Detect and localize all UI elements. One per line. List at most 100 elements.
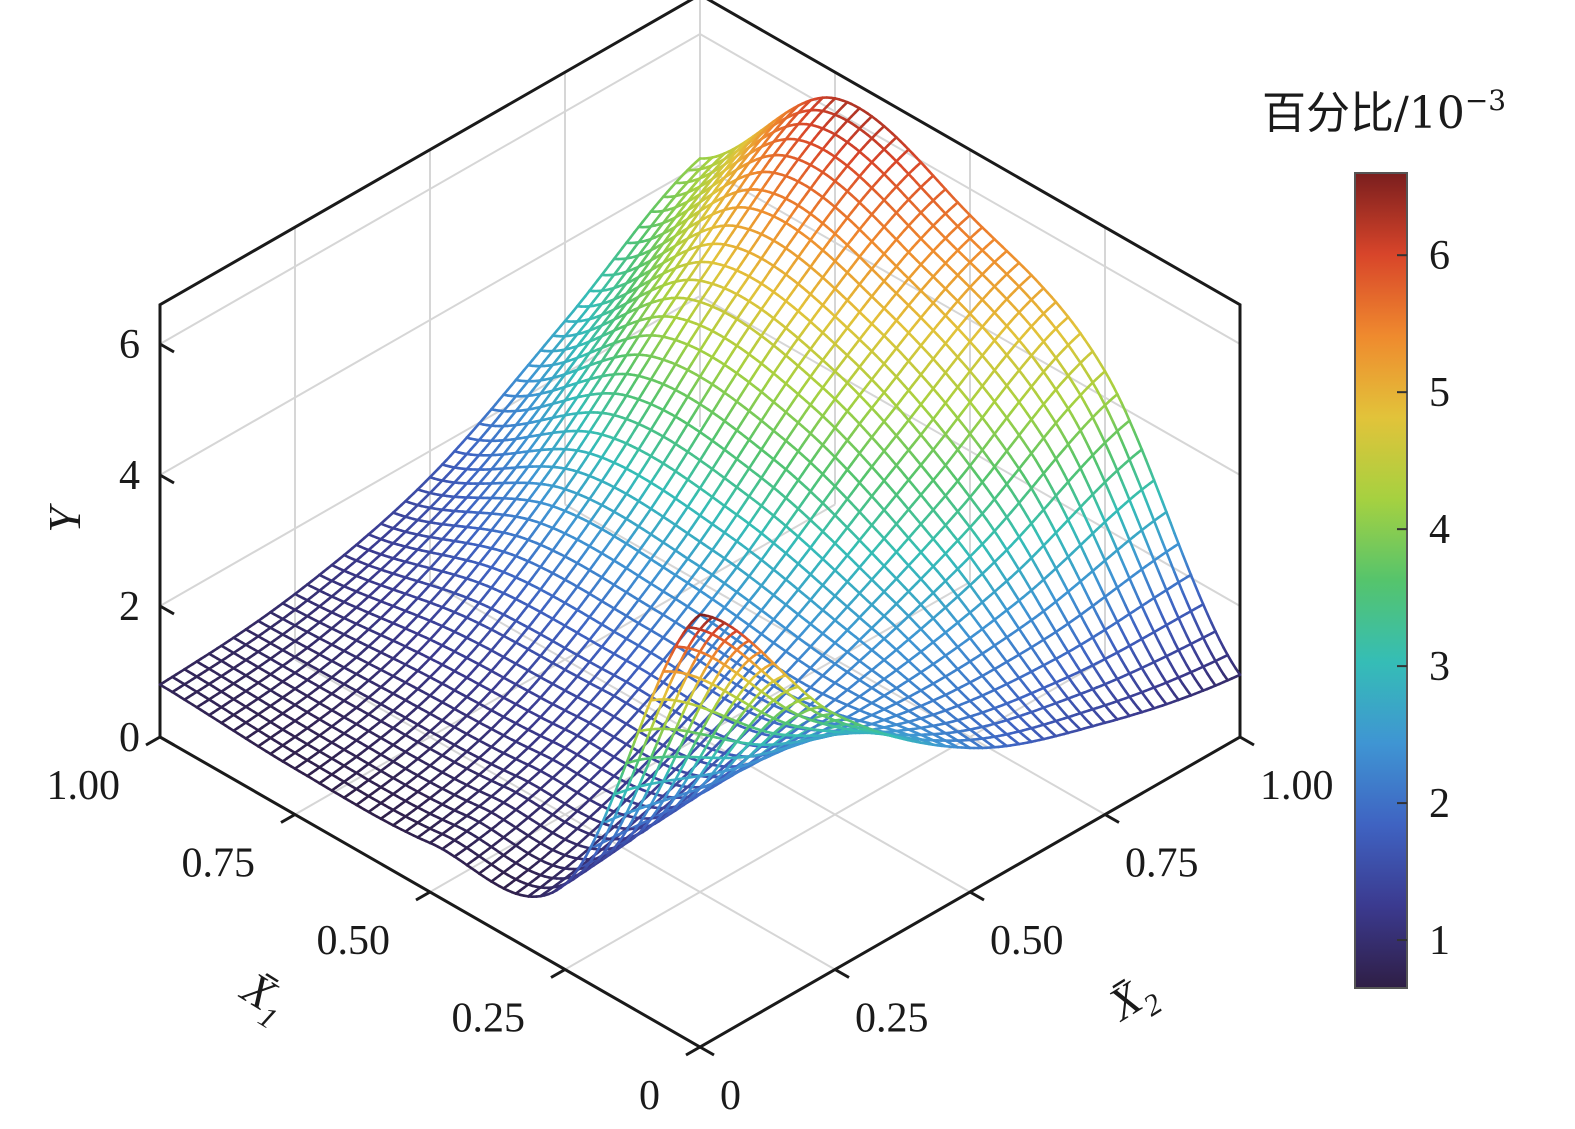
mesh-segment (1071, 598, 1078, 609)
mesh-segment (1120, 595, 1127, 607)
mesh-segment (1099, 511, 1107, 524)
mesh-segment (1030, 556, 1037, 567)
mesh-segment (841, 100, 849, 108)
mesh-segment (1120, 628, 1127, 640)
mesh-segment (1124, 528, 1131, 542)
mesh-segment (1144, 577, 1152, 590)
mesh-segment (1046, 443, 1054, 453)
mesh-segment (1120, 558, 1127, 571)
mesh-segment (1034, 493, 1041, 504)
mesh-segment (1079, 505, 1086, 518)
mesh-segment (502, 393, 510, 397)
mesh-segment (1210, 621, 1217, 633)
mesh-segment (1161, 614, 1168, 627)
mesh-segment (1173, 607, 1180, 620)
mesh-segment (1206, 612, 1213, 625)
mesh-segment (1124, 665, 1131, 675)
mesh-segment (1111, 384, 1119, 396)
mesh-segment (1140, 488, 1148, 502)
mesh-segment (1075, 497, 1082, 509)
mesh-segment (1169, 560, 1176, 574)
mesh-segment (1087, 484, 1094, 496)
mesh-segment (1026, 549, 1033, 560)
mesh-segment (1062, 614, 1070, 625)
mesh-segment (1124, 567, 1131, 580)
mesh-segment (1120, 439, 1127, 452)
mesh-segment (1116, 392, 1123, 404)
mesh-segment (1091, 416, 1099, 427)
mesh-segment (1140, 637, 1148, 649)
mesh-segment (1116, 509, 1123, 522)
mesh-segment (1058, 428, 1066, 439)
mesh-segment (1148, 468, 1156, 482)
mesh-segment (1173, 640, 1180, 652)
mesh-segment (1193, 650, 1201, 661)
mesh-segment (1193, 583, 1201, 597)
mesh-segment (1144, 458, 1152, 472)
mesh-segment (1111, 499, 1119, 513)
mesh-segment (1079, 543, 1086, 556)
mesh-segment (1050, 523, 1058, 535)
mesh-segment (1111, 539, 1119, 552)
mesh-segment (1087, 408, 1094, 419)
mesh-segment (1124, 603, 1131, 616)
mesh-segment (1046, 515, 1054, 527)
mesh-segment (1075, 571, 1082, 583)
mesh-segment (817, 96, 825, 104)
mesh-segment (1079, 580, 1086, 591)
mesh-segment (1136, 595, 1144, 608)
mesh-segment (1095, 612, 1103, 624)
mesh-segment (1087, 596, 1094, 608)
mesh-segment (1185, 600, 1193, 613)
mesh-segment (1054, 600, 1062, 611)
mesh-segment (1091, 636, 1099, 647)
mesh-segment (490, 407, 497, 412)
mesh-segment (1083, 475, 1090, 487)
mesh-segment (1132, 586, 1139, 599)
mesh-segment (1189, 609, 1197, 622)
mesh-segment (1083, 588, 1090, 600)
gridline (564, 503, 1106, 816)
mesh-segment (1128, 577, 1135, 590)
mesh-segment (768, 120, 775, 127)
mesh-segment (1030, 522, 1037, 533)
mesh-segment (1103, 480, 1111, 493)
mesh-segment (1226, 653, 1234, 664)
mesh-segment (1091, 604, 1099, 616)
mesh-segment (1111, 459, 1119, 472)
mesh-segment (1026, 582, 1033, 592)
mesh-segment (1071, 629, 1078, 640)
mesh-segment (1107, 603, 1115, 615)
mesh-segment (1107, 636, 1115, 647)
mesh-segment (1136, 659, 1144, 670)
mesh-segment (706, 156, 714, 163)
mesh-segment (1107, 412, 1115, 424)
mesh-segment (878, 124, 886, 132)
mesh-segment (1173, 531, 1180, 546)
mesh-segment (1152, 519, 1160, 533)
mesh-segment (1087, 445, 1094, 457)
mesh-segment (1091, 532, 1099, 544)
mesh-segment (1116, 548, 1123, 561)
mesh-segment (1095, 388, 1103, 399)
mesh-segment (1071, 488, 1078, 500)
mesh-segment (1042, 578, 1049, 589)
mesh-segment (1116, 586, 1123, 598)
mesh-segment (1075, 605, 1082, 617)
mesh-segment (1075, 535, 1082, 547)
mesh-segment (1058, 607, 1066, 618)
mesh-segment (1079, 643, 1086, 654)
mesh-segment (1054, 531, 1062, 543)
mesh-segment (1083, 650, 1090, 660)
mesh-segment (1038, 500, 1045, 512)
mesh-segment (1046, 616, 1054, 627)
mesh-segment (514, 378, 522, 383)
mesh-segment (1095, 578, 1103, 590)
mesh-segment (1103, 369, 1111, 380)
mesh-segment (1034, 563, 1041, 574)
mesh-segment (1165, 623, 1172, 636)
mesh-segment (1181, 552, 1189, 566)
mesh-segment (1054, 457, 1062, 468)
mesh-segment (1152, 660, 1160, 671)
